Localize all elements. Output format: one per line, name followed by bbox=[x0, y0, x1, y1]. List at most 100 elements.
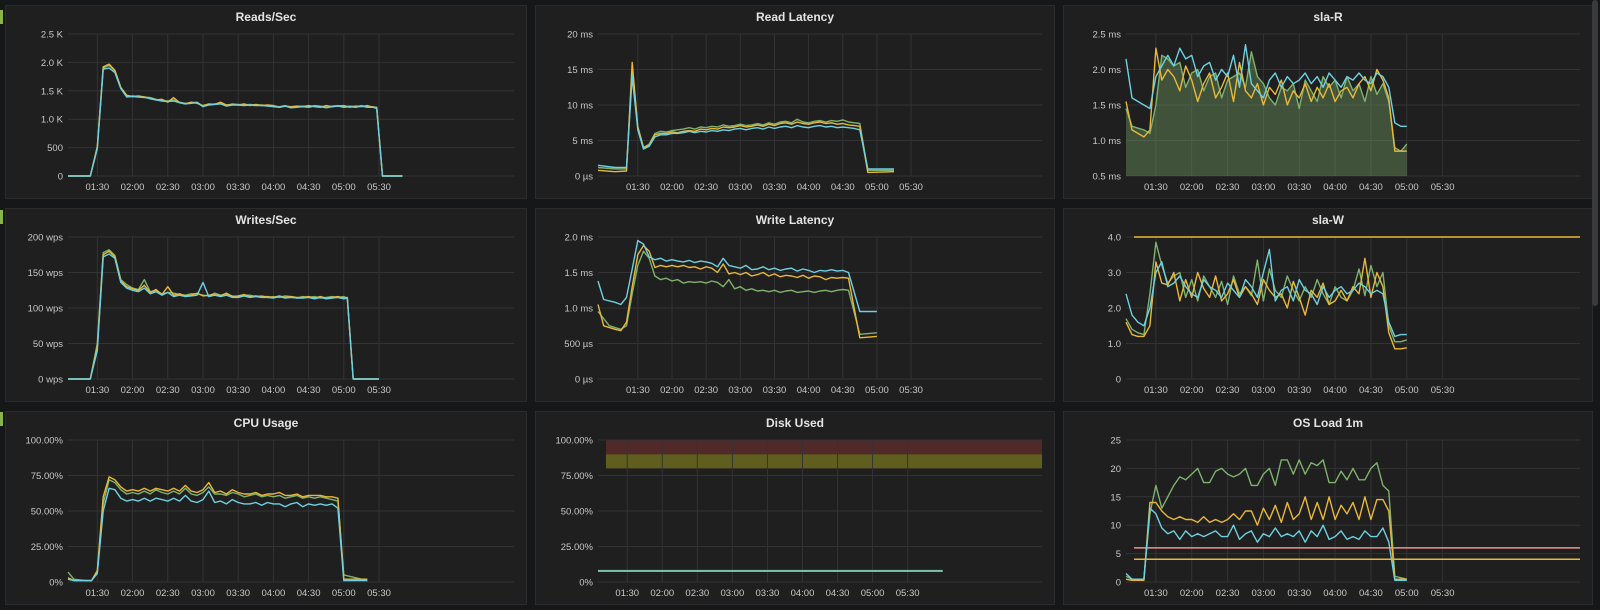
x-tick-label: 02:00 bbox=[650, 588, 674, 599]
x-tick-label: 03:00 bbox=[1252, 385, 1276, 396]
x-tick-label: 02:30 bbox=[1216, 182, 1240, 193]
y-tick-label: 50.00% bbox=[31, 507, 64, 518]
y-tick-label: 0.5 ms bbox=[1092, 172, 1121, 183]
series-line-yellow bbox=[597, 61, 895, 174]
x-tick-label: 04:30 bbox=[831, 182, 855, 193]
y-tick-label: 100 wps bbox=[28, 304, 64, 315]
x-tick-label: 04:00 bbox=[797, 182, 821, 193]
x-tick-label: 01:30 bbox=[1144, 182, 1168, 193]
x-tick-label: 05:00 bbox=[1395, 182, 1419, 193]
y-tick-label: 1.0 ms bbox=[564, 304, 593, 315]
y-tick-label: 2.0 ms bbox=[564, 233, 593, 244]
chart-disk-used: 0% 25.00% 50.00% 75.00% 100.00% 01:30 02:00 02:… bbox=[555, 436, 1042, 599]
panel-writes-sec[interactable]: Writes/Sec 0 wps 50 wps 100 wps 150 wps 200 … bbox=[5, 208, 527, 402]
x-tick-label: 04:30 bbox=[826, 588, 850, 599]
chart-sla-r: 0.5 ms 1.0 ms 1.5 ms 2.0 ms 2.5 ms 01:30 02:00… bbox=[1092, 30, 1580, 193]
y-tick-label: 100.00% bbox=[25, 436, 63, 447]
x-tick-label: 01:30 bbox=[1144, 385, 1168, 396]
y-tick-label: 25.00% bbox=[31, 542, 64, 553]
x-tick-label: 02:00 bbox=[1180, 182, 1204, 193]
x-tick-label: 02:30 bbox=[694, 385, 718, 396]
x-tick-label: 05:30 bbox=[899, 385, 923, 396]
x-tick-label: 04:00 bbox=[791, 588, 815, 599]
series-line-green bbox=[597, 250, 877, 335]
y-tick-label: 25.00% bbox=[561, 542, 594, 553]
x-tick-label: 01:30 bbox=[1144, 588, 1168, 599]
panel-cpu-usage[interactable]: CPU Usage 0% 25.00% 50.00% 75.00% 100.00% 01:… bbox=[5, 411, 527, 605]
panel-read-latency[interactable]: Read Latency 0 µs 5 ms 10 ms 15 ms 20 ms 01:3… bbox=[535, 5, 1055, 199]
series-line-cyan bbox=[1125, 248, 1407, 338]
y-tick-label: 200 wps bbox=[28, 233, 64, 244]
threshold-band bbox=[606, 454, 1042, 469]
x-tick-label: 01:30 bbox=[615, 588, 639, 599]
x-tick-label: 01:30 bbox=[626, 182, 650, 193]
x-tick-label: 04:00 bbox=[1323, 182, 1347, 193]
x-tick-label: 04:30 bbox=[297, 588, 321, 599]
x-tick-label: 04:30 bbox=[1359, 385, 1383, 396]
x-tick-label: 05:30 bbox=[367, 588, 391, 599]
panel-disk-used[interactable]: Disk Used 0% 25.00% 50.00% 75.00% 100.00% 01:… bbox=[535, 411, 1055, 605]
y-tick-label: 100.00% bbox=[555, 436, 593, 447]
y-tick-label: 0 µs bbox=[575, 375, 593, 386]
x-tick-label: 04:00 bbox=[797, 385, 821, 396]
y-tick-label: 500 µs bbox=[564, 339, 593, 350]
y-tick-label: 0 wps bbox=[38, 375, 63, 386]
x-tick-label: 03:30 bbox=[226, 588, 250, 599]
series-line-cyan bbox=[68, 253, 379, 380]
page-scrollbar[interactable] bbox=[1592, 0, 1598, 306]
x-tick-label: 04:30 bbox=[831, 385, 855, 396]
x-tick-label: 01:30 bbox=[85, 182, 109, 193]
y-tick-label: 5 bbox=[1116, 549, 1121, 560]
series-line-yellow bbox=[67, 476, 368, 582]
x-tick-label: 05:30 bbox=[899, 182, 923, 193]
y-tick-label: 0 bbox=[1116, 578, 1121, 589]
panel-reads-sec[interactable]: Reads/Sec 0 500 1.0 K 1.5 K 2.0 K 2.5 K 01:30 0… bbox=[5, 5, 527, 199]
x-tick-label: 02:30 bbox=[694, 182, 718, 193]
x-tick-label: 03:30 bbox=[763, 385, 787, 396]
panel-sla-w[interactable]: sla-W 0 1.0 2.0 3.0 4.0 01:30 02:00 02:30 03:00 0… bbox=[1063, 208, 1593, 402]
x-tick-label: 03:00 bbox=[1252, 588, 1276, 599]
y-tick-label: 1.0 ms bbox=[1092, 136, 1121, 147]
x-tick-label: 05:00 bbox=[865, 182, 889, 193]
x-tick-label: 05:30 bbox=[896, 588, 920, 599]
y-tick-label: 50.00% bbox=[561, 507, 594, 518]
panel-os-load[interactable]: OS Load 1m 0 5 10 15 20 25 01:30 02:00 02:30 03:0… bbox=[1063, 411, 1593, 605]
y-tick-label: 0% bbox=[579, 578, 593, 589]
x-tick-label: 02:00 bbox=[1180, 385, 1204, 396]
series-line-yellow bbox=[597, 244, 877, 339]
y-tick-label: 10 bbox=[1110, 521, 1121, 532]
panel-sla-r[interactable]: sla-R 0.5 ms 1.0 ms 1.5 ms 2.0 ms 2.5 ms 01:3… bbox=[1063, 5, 1593, 199]
panel-title: sla-W bbox=[1311, 213, 1344, 227]
x-tick-label: 03:00 bbox=[728, 385, 752, 396]
y-tick-label: 1.0 K bbox=[41, 115, 64, 126]
x-tick-label: 02:00 bbox=[121, 182, 145, 193]
y-tick-label: 0 bbox=[58, 172, 63, 183]
series-area bbox=[1126, 51, 1407, 176]
x-tick-label: 03:30 bbox=[1287, 385, 1311, 396]
chart-writes-sec: 0 wps 50 wps 100 wps 150 wps 200 wps 01:30 02:… bbox=[28, 233, 514, 396]
x-tick-label: 02:00 bbox=[121, 385, 145, 396]
y-tick-label: 20 ms bbox=[567, 30, 593, 41]
y-tick-label: 0 µs bbox=[575, 172, 593, 183]
panel-title: Write Latency bbox=[755, 213, 835, 227]
x-tick-label: 02:00 bbox=[660, 385, 684, 396]
y-tick-label: 0 bbox=[1116, 375, 1121, 386]
x-tick-label: 03:30 bbox=[756, 588, 780, 599]
x-tick-label: 03:00 bbox=[191, 385, 215, 396]
y-tick-label: 20 bbox=[1110, 464, 1121, 475]
x-tick-label: 04:00 bbox=[1323, 385, 1347, 396]
y-tick-label: 50 wps bbox=[33, 339, 63, 350]
chart-cpu-usage: 0% 25.00% 50.00% 75.00% 100.00% 01:30 02:00 02:… bbox=[25, 436, 514, 599]
panel-title: OS Load 1m bbox=[1292, 416, 1363, 430]
series-line-cyan bbox=[597, 75, 894, 170]
x-tick-label: 05:00 bbox=[865, 385, 889, 396]
x-tick-label: 01:30 bbox=[626, 385, 650, 396]
panel-write-latency[interactable]: Write Latency 0 µs 500 µs 1.0 ms 1.5 ms 2.0 … bbox=[535, 208, 1055, 402]
y-tick-label: 25 bbox=[1110, 436, 1121, 447]
x-tick-label: 02:30 bbox=[156, 588, 180, 599]
row-marker-3 bbox=[0, 412, 3, 426]
y-tick-label: 0% bbox=[49, 578, 63, 589]
x-tick-label: 03:30 bbox=[226, 385, 250, 396]
series-line-green bbox=[1125, 51, 1408, 152]
chart-read-latency: 0 µs 5 ms 10 ms 15 ms 20 ms 01:30 02:00 02:30 03… bbox=[567, 30, 1042, 193]
